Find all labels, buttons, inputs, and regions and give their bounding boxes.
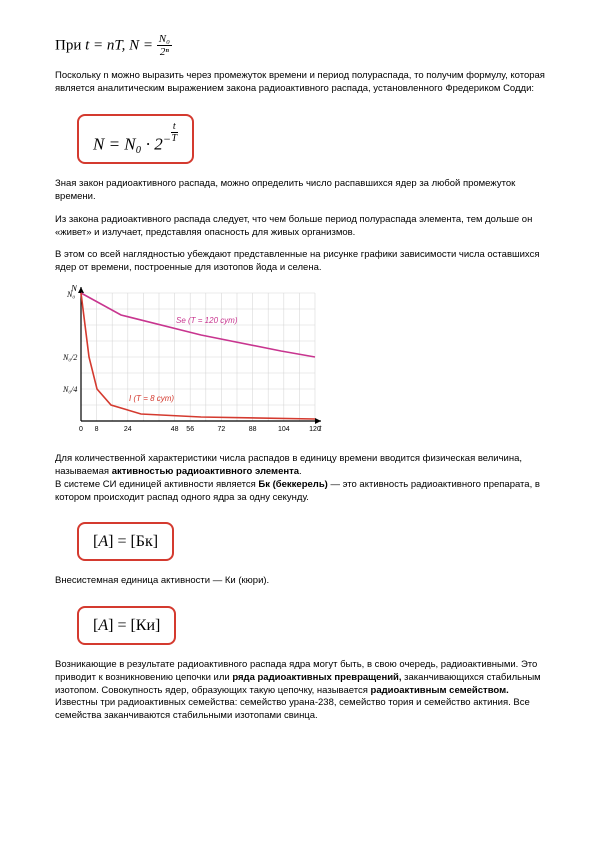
paragraph-2: Зная закон радиоактивного распада, можно…	[55, 178, 545, 204]
svg-text:N: N	[70, 285, 78, 293]
formula-main-content: N = N₀ · 2	[93, 134, 163, 153]
paragraph-4: В этом со всей наглядностью убеждают пре…	[55, 249, 545, 275]
formula-bk-box: [A] = [Бк]	[77, 522, 174, 561]
chart-svg: 082448567288104120N₀N₀/2N₀/4NtSe (T = 12…	[55, 285, 325, 439]
formula-exp-den: T	[171, 133, 178, 144]
formula-prefix: При	[55, 37, 85, 53]
formula-exp-num: t	[171, 122, 178, 133]
formula-bk: [A] = [Бк]	[93, 533, 158, 550]
svg-text:N₀/4: N₀/4	[62, 385, 77, 394]
svg-text:I (T = 8 сут): I (T = 8 сут)	[129, 394, 174, 403]
formula-main-box: N = N₀ · 2−tT	[77, 114, 194, 165]
paragraph-1: Поскольку n можно выразить через промежу…	[55, 70, 545, 96]
paragraph-3: Из закона радиоактивного распада следует…	[55, 214, 545, 240]
frac-den: 2ⁿ	[157, 46, 172, 58]
svg-text:104: 104	[278, 426, 290, 433]
document-page: При t = nT, N = N₀2ⁿ Поскольку n можно в…	[0, 0, 595, 763]
p8d: радиоактивным семейством.	[371, 685, 509, 696]
p6a: В системе СИ единицей активности являетс…	[55, 479, 258, 490]
decay-chart: 082448567288104120N₀N₀/2N₀/4NtSe (T = 12…	[55, 285, 545, 439]
p8b: ряда радиоактивных превращений,	[232, 672, 401, 683]
svg-text:0: 0	[79, 426, 83, 433]
formula-top: При t = nT, N = N₀2ⁿ	[55, 34, 545, 58]
p8e: Известны три радиоактивных семейства: се…	[55, 697, 530, 721]
p5b: активностью радиоактивного элемента	[112, 466, 299, 477]
svg-text:8: 8	[95, 426, 99, 433]
p6b: Бк (беккерель)	[258, 479, 327, 490]
paragraph-7: Внесистемная единица активности — Ки (кю…	[55, 575, 545, 588]
svg-text:88: 88	[249, 426, 257, 433]
formula-ki: [A] = [Ки]	[93, 617, 160, 634]
svg-text:48: 48	[171, 426, 179, 433]
frac-num: N₀	[157, 34, 172, 46]
paragraph-8: Возникающие в результате радиоактивного …	[55, 659, 545, 723]
svg-text:24: 24	[124, 426, 132, 433]
paragraph-5-6: Для количественной характеристики числа …	[55, 453, 545, 504]
svg-text:t: t	[319, 423, 322, 433]
svg-text:Se (T = 120 сут): Se (T = 120 сут)	[176, 316, 238, 325]
svg-text:N₀/2: N₀/2	[62, 353, 77, 362]
svg-text:72: 72	[218, 426, 226, 433]
p5c: .	[299, 466, 302, 477]
svg-text:56: 56	[186, 426, 194, 433]
formula-ki-box: [A] = [Ки]	[77, 606, 176, 645]
formula-exp-neg: −	[163, 132, 171, 146]
